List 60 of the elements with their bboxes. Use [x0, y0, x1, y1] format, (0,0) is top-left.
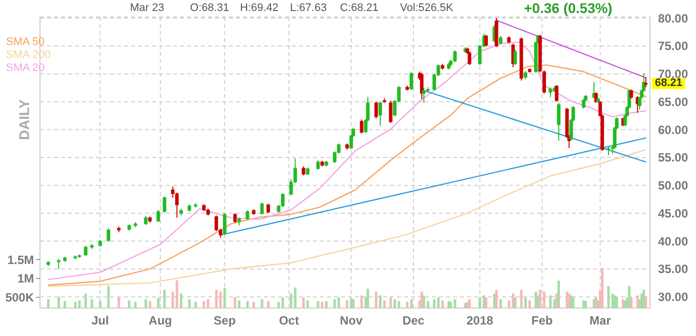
candlestick [556, 102, 560, 142]
candlestick [548, 86, 552, 98]
candlestick [484, 34, 488, 48]
y-tick-label: 65.00 [658, 94, 688, 109]
candlestick [246, 210, 250, 220]
candlestick [316, 160, 320, 170]
candlestick [260, 202, 264, 215]
y2-tick-label: 1.5M [7, 252, 34, 267]
candlestick [513, 49, 517, 66]
candlestick [214, 214, 218, 232]
candlestick [374, 101, 378, 119]
candlestick [410, 72, 414, 91]
x-tick-label: Sep [214, 314, 236, 328]
candlestick [156, 209, 160, 223]
y-tick-label: 80.00 [658, 11, 688, 26]
candlestick [453, 50, 457, 63]
text: O:68.31 [190, 2, 230, 14]
y-tick-label: 60.00 [658, 122, 688, 137]
candlestick [266, 203, 270, 214]
x-tick-label: Dec [402, 314, 425, 328]
y-tick-label: 30.00 [658, 290, 688, 304]
candlestick [162, 196, 166, 214]
text: Vol:526.5K [400, 2, 454, 14]
candlestick [106, 228, 110, 242]
text: +0.36 (0.53%) [524, 0, 612, 16]
text: SMA 50 [6, 36, 46, 49]
y-tick-label: 55.00 [658, 150, 688, 165]
candlestick [582, 98, 586, 109]
x-tick-label: Jul [92, 314, 109, 328]
y-tick-label: 75.00 [658, 39, 688, 54]
x-tick-label: Nov [340, 314, 363, 328]
candlestick [388, 100, 392, 124]
candlestick [222, 212, 226, 236]
y-tick-label: 45.00 [658, 206, 688, 220]
y-tick-label: 40.00 [658, 234, 688, 248]
y2-tick-label: 500K [5, 290, 34, 305]
x-tick-label: Aug [148, 314, 172, 328]
line-series [48, 149, 646, 287]
candlestick [378, 101, 382, 126]
y2-tick-label: 1M [17, 272, 34, 286]
text: H:69.42 [240, 2, 279, 14]
y-tick-label: 35.00 [658, 262, 688, 276]
candlestick [644, 76, 648, 88]
candlestick [233, 212, 237, 224]
candlestick [281, 192, 285, 208]
y-tick-label: 50.00 [658, 178, 688, 193]
text: DAILY [16, 99, 32, 140]
text: C:68.21 [340, 2, 379, 14]
candlestick [468, 51, 472, 66]
candlestick [422, 87, 426, 104]
text: SMA 20 [6, 62, 46, 75]
text: SMA 200 [6, 49, 51, 62]
x-tick-label: Oct [278, 314, 299, 328]
x-tick-label: Mar [590, 314, 612, 328]
candlestick [360, 119, 364, 134]
x-tick-label: 2018 [466, 314, 494, 328]
candlestick [56, 258, 60, 270]
text: L:67.63 [290, 2, 327, 14]
x-tick-label: Feb [531, 314, 553, 328]
text: Mar 23 [130, 2, 164, 14]
